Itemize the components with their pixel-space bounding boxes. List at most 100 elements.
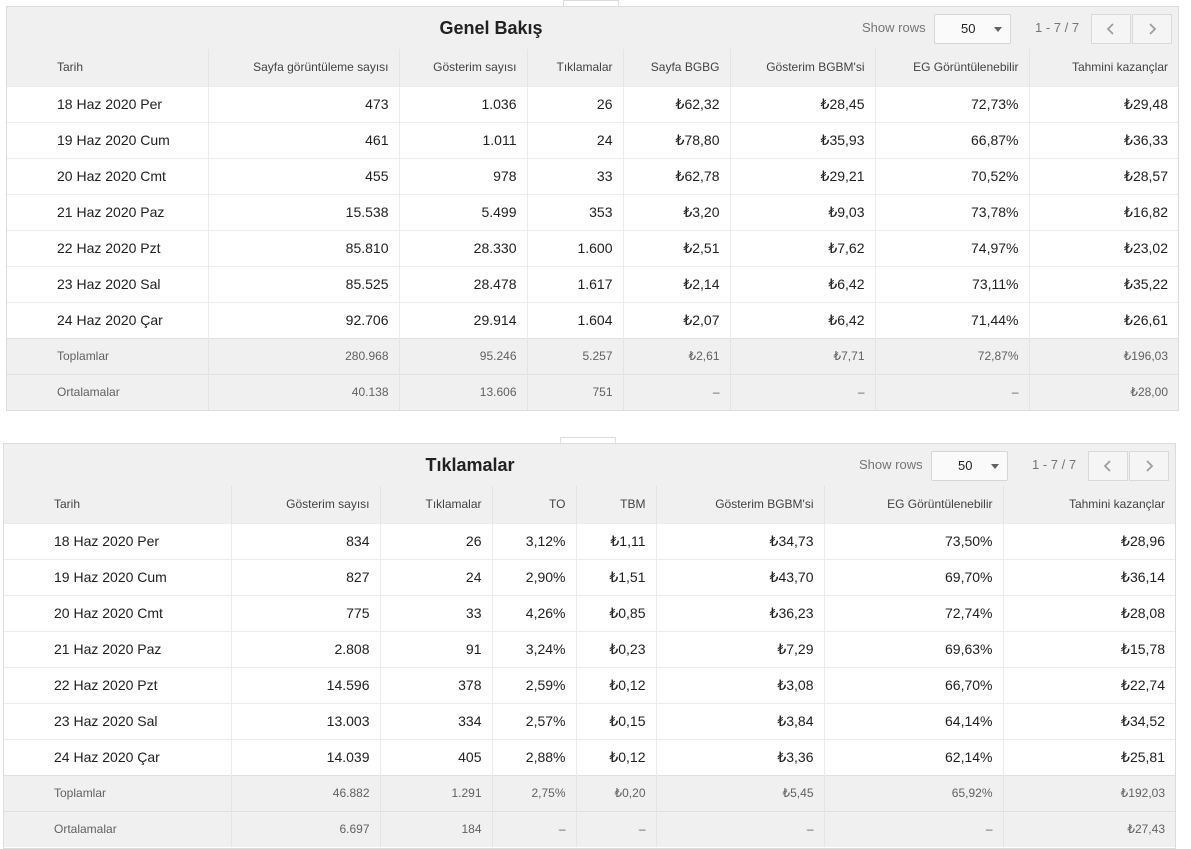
column-header[interactable]: EG Görüntülenebilir xyxy=(823,486,1003,523)
next-page-button[interactable] xyxy=(1132,14,1172,44)
table-cell: 33 xyxy=(526,157,623,194)
column-header[interactable]: Gösterim BGBM'si xyxy=(655,486,824,523)
table-cell: 29.914 xyxy=(398,301,527,338)
row-label: 24 Haz 2020 Çar xyxy=(4,738,231,775)
table-row: 23 Haz 2020 Sal 85.525 28.478 1.617 ₺2,14 ₺6,… xyxy=(7,265,1178,302)
table-cell: ₺3,08 xyxy=(655,666,824,703)
table-row: 18 Haz 2020 Per 473 1.036 26 ₺62,32 ₺28,45 72,… xyxy=(7,85,1178,122)
table-row: 21 Haz 2020 Paz 2.808 91 3,24% ₺0,23 ₺7,29 69,… xyxy=(4,630,1175,667)
table-row: 20 Haz 2020 Cmt 775 33 4,26% ₺0,85 ₺36,23 72,7… xyxy=(4,594,1175,631)
table-row: 20 Haz 2020 Cmt 455 978 33 ₺62,78 ₺29,21 70,52… xyxy=(7,157,1178,194)
table-cell: ₺15,78 xyxy=(1002,630,1175,667)
table-cell: ₺34,52 xyxy=(1002,702,1175,739)
row-label: 24 Haz 2020 Çar xyxy=(7,301,208,338)
table-cell: 69,63% xyxy=(823,630,1003,667)
table-cell: ₺16,82 xyxy=(1028,193,1178,230)
table-cell: ₺28,45 xyxy=(729,85,875,122)
show-rows-label: Show rows xyxy=(862,20,926,35)
table-cell: 73,50% xyxy=(823,522,1003,559)
table-row: 23 Haz 2020 Sal 13.003 334 2,57% ₺0,15 ₺3,84 6… xyxy=(4,702,1175,739)
table-cell: ₺2,14 xyxy=(622,265,730,302)
chevron-left-icon xyxy=(1106,23,1114,35)
table-cell: 72,74% xyxy=(823,594,1003,631)
table-cell: ₺0,23 xyxy=(575,630,656,667)
column-header[interactable]: Tarih xyxy=(4,486,231,523)
table-cell: 834 xyxy=(230,522,380,559)
table-cell: ₺0,20 xyxy=(575,774,656,811)
prev-page-button[interactable] xyxy=(1088,451,1128,481)
rows-per-page-select[interactable]: 50 xyxy=(934,14,1011,44)
column-header[interactable]: TBM xyxy=(575,486,656,523)
column-header[interactable]: Sayfa BGBG xyxy=(622,49,730,86)
table-cell: 2,90% xyxy=(491,558,576,595)
table-cell: 455 xyxy=(207,157,399,194)
column-header[interactable]: EG Görüntülenebilir xyxy=(874,49,1029,86)
prev-page-button[interactable] xyxy=(1091,14,1131,44)
row-label: 19 Haz 2020 Cum xyxy=(4,558,231,595)
table-cell: ₺0,15 xyxy=(575,702,656,739)
table-cell: 13.003 xyxy=(230,702,380,739)
table-cell: ₺3,84 xyxy=(655,702,824,739)
column-header[interactable]: Sayfa görüntüleme sayısı xyxy=(207,49,399,86)
table-cell: 14.039 xyxy=(230,738,380,775)
table-cell: ₺36,23 xyxy=(655,594,824,631)
row-label: 23 Haz 2020 Sal xyxy=(4,702,231,739)
table-cell: ₺6,42 xyxy=(729,265,875,302)
table-cell: 95.246 xyxy=(398,337,527,374)
table-row: 24 Haz 2020 Çar 92.706 29.914 1.604 ₺2,07 ₺6,… xyxy=(7,301,1178,338)
next-page-button[interactable] xyxy=(1129,451,1169,481)
table-cell: – xyxy=(491,810,576,847)
row-label: Ortalamalar xyxy=(4,810,231,847)
table-cell: ₺2,51 xyxy=(622,229,730,266)
table-cell: ₺3,36 xyxy=(655,738,824,775)
chevron-right-icon xyxy=(1149,23,1157,35)
table-cell: ₺28,08 xyxy=(1002,594,1175,631)
column-header[interactable]: Tahmini kazançlar xyxy=(1028,49,1178,86)
table-cell: 353 xyxy=(526,193,623,230)
chevron-left-icon xyxy=(1103,460,1111,472)
table-cell: ₺7,29 xyxy=(655,630,824,667)
table-cell: 5.257 xyxy=(526,337,623,374)
table-cell: 14.596 xyxy=(230,666,380,703)
table-row: 24 Haz 2020 Çar 14.039 405 2,88% ₺0,12 ₺3,36 6… xyxy=(4,738,1175,775)
table-cell: ₺78,80 xyxy=(622,121,730,158)
table-cell: ₺43,70 xyxy=(655,558,824,595)
column-header[interactable]: Tıklamalar xyxy=(379,486,492,523)
averages-row: Ortalamalar 40.138 13.606 751– – – ₺28,00 xyxy=(7,373,1178,410)
table-cell: 2,59% xyxy=(491,666,576,703)
column-header[interactable]: Gösterim sayısı xyxy=(398,49,527,86)
table-cell: 1.604 xyxy=(526,301,623,338)
table-cell: 73,11% xyxy=(874,265,1029,302)
table-cell: 46.882 xyxy=(230,774,380,811)
table-cell: ₺7,62 xyxy=(729,229,875,266)
row-label: 20 Haz 2020 Cmt xyxy=(7,157,208,194)
table-cell: 5.499 xyxy=(398,193,527,230)
rows-per-page-select[interactable]: 50 xyxy=(931,451,1008,481)
row-label: 23 Haz 2020 Sal xyxy=(7,265,208,302)
table-cell: ₺26,61 xyxy=(1028,301,1178,338)
table-cell: 3,12% xyxy=(491,522,576,559)
table-cell: 3,24% xyxy=(491,630,576,667)
caret-down-icon xyxy=(991,464,999,469)
row-label: 18 Haz 2020 Per xyxy=(7,85,208,122)
column-header[interactable]: Tahmini kazançlar xyxy=(1002,486,1175,523)
chevron-right-icon xyxy=(1146,460,1154,472)
table-cell: ₺29,21 xyxy=(729,157,875,194)
table-cell: 69,70% xyxy=(823,558,1003,595)
table-cell: ₺25,81 xyxy=(1002,738,1175,775)
column-header[interactable]: TO xyxy=(491,486,576,523)
table-cell: 2,75% xyxy=(491,774,576,811)
table-cell: ₺2,07 xyxy=(622,301,730,338)
column-header[interactable]: Tarih xyxy=(7,49,208,86)
row-label: Toplamlar xyxy=(7,337,208,374)
rows-per-page-value: 50 xyxy=(961,21,976,36)
table-row: 22 Haz 2020 Pzt 14.596 378 2,59% ₺0,12 ₺3,08 6… xyxy=(4,666,1175,703)
table-cell: 62,14% xyxy=(823,738,1003,775)
column-header[interactable]: Gösterim sayısı xyxy=(230,486,380,523)
table-cell: 775 xyxy=(230,594,380,631)
table-cell: ₺22,74 xyxy=(1002,666,1175,703)
table-cell: 978 xyxy=(398,157,527,194)
column-header[interactable]: Gösterim BGBM'si xyxy=(729,49,875,86)
table-cell: ₺23,02 xyxy=(1028,229,1178,266)
column-header[interactable]: Tıklamalar xyxy=(526,49,623,86)
